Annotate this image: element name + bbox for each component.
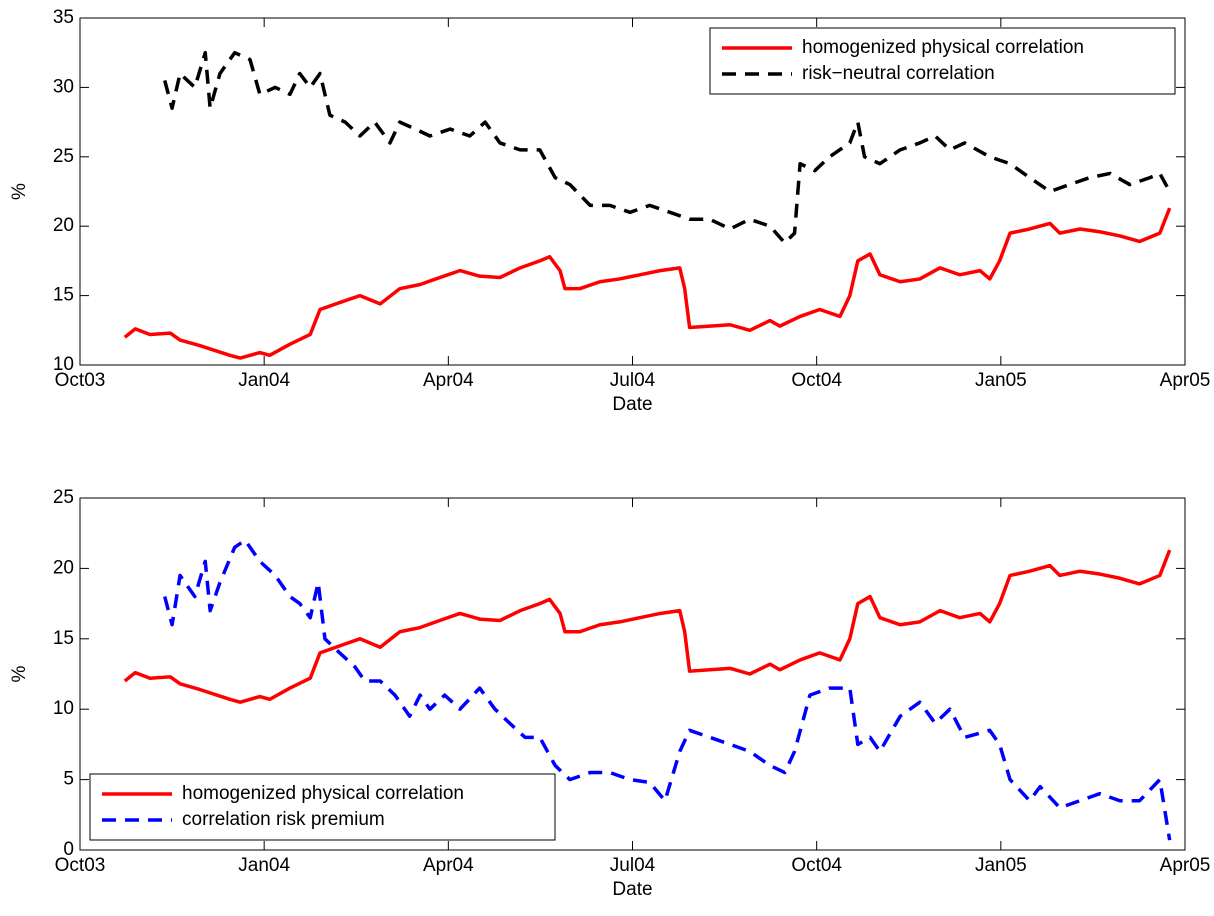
y-tick-label: 20 [53,215,74,236]
x-tick-label: Jul04 [610,855,656,876]
x-tick-label: Oct03 [55,370,106,391]
x-tick-label: Oct04 [791,370,842,391]
legend-label: homogenized physical correlation [802,37,1084,58]
y-tick-label: 5 [63,769,74,790]
legend-label: homogenized physical correlation [182,783,464,804]
x-axis-label: Date [612,879,652,900]
y-tick-label: 20 [53,557,74,578]
data-line [123,549,1172,704]
x-axis-label: Date [612,394,652,415]
y-tick-label: 10 [53,698,74,719]
legend-label: risk−neutral correlation [802,63,995,84]
y-tick-label: 25 [53,487,74,508]
y-axis-label: % [9,665,30,682]
x-tick-label: Oct04 [791,855,842,876]
x-tick-label: Apr05 [1160,370,1211,391]
y-tick-label: 15 [53,628,74,649]
x-tick-label: Jan04 [238,370,290,391]
y-tick-label: 30 [53,76,74,97]
x-tick-label: Jan04 [238,855,290,876]
legend-label: correlation risk premium [182,809,385,830]
data-line [123,207,1172,360]
x-tick-label: Jul04 [610,370,656,391]
y-tick-label: 0 [63,839,74,860]
x-tick-label: Jan05 [975,370,1027,391]
legend-box [89,773,556,841]
x-tick-label: Apr04 [423,855,474,876]
legend-box [709,27,1176,95]
y-axis-label: % [9,183,30,200]
y-tick-label: 35 [53,7,74,28]
x-tick-label: Oct03 [55,855,106,876]
x-tick-label: Jan05 [975,855,1027,876]
x-tick-label: Apr05 [1160,855,1211,876]
data-line [163,538,1172,841]
y-tick-label: 10 [53,354,74,375]
y-tick-label: 25 [53,146,74,167]
y-tick-label: 15 [53,285,74,306]
x-tick-label: Apr04 [423,370,474,391]
